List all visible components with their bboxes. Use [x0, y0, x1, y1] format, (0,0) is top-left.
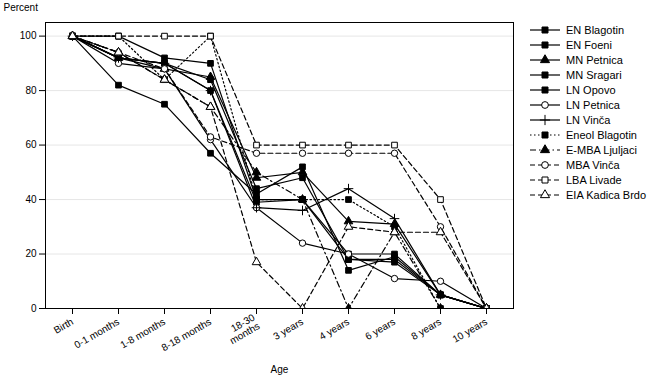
- html-text:LN Vinča: LN Vinča: [566, 113, 611, 126]
- svg-text:0: 0: [31, 303, 37, 314]
- svg-text:100: 100: [20, 30, 37, 41]
- svg-text:80: 80: [25, 85, 37, 96]
- svg-text:3 years: 3 years: [271, 316, 305, 342]
- html-text:LBA Livade: LBA Livade: [566, 173, 622, 186]
- html-text:LN Opovo: LN Opovo: [566, 83, 616, 96]
- svg-text:20: 20: [25, 248, 37, 259]
- html-text:MN Petnica: MN Petnica: [566, 53, 623, 66]
- svg-text:0-1 months: 0-1 months: [72, 316, 121, 351]
- html-text:LN Petnica: LN Petnica: [566, 98, 620, 111]
- svg-text:6 years: 6 years: [363, 316, 397, 342]
- svg-text:8 years: 8 years: [409, 316, 443, 342]
- svg-text:4 years: 4 years: [317, 316, 351, 342]
- svg-text:10 years: 10 years: [450, 316, 489, 345]
- html-text:MN Sragari: MN Sragari: [566, 68, 622, 81]
- svg-text:8-18 months: 8-18 months: [159, 316, 213, 353]
- svg-text:18-30months: 18-30months: [223, 311, 262, 346]
- svg-text:Age: Age: [271, 364, 289, 375]
- html-text:EIA Kadica Brdo: EIA Kadica Brdo: [566, 188, 647, 201]
- svg-text:Percent: Percent: [4, 2, 39, 13]
- html-text:EN Foeni: EN Foeni: [566, 38, 612, 51]
- svg-text:1-8 months: 1-8 months: [118, 315, 168, 351]
- svg-text:Birth: Birth: [52, 316, 75, 336]
- html-text:EN Blagotin: EN Blagotin: [566, 23, 625, 36]
- html-text:Eneol Blagotin: Eneol Blagotin: [566, 128, 637, 141]
- html-text:MBA Vinča: MBA Vinča: [566, 158, 620, 171]
- html-text:E-MBA Ljuljaci: E-MBA Ljuljaci: [566, 143, 637, 156]
- svg-text:60: 60: [25, 139, 37, 150]
- svg-text:40: 40: [25, 194, 37, 205]
